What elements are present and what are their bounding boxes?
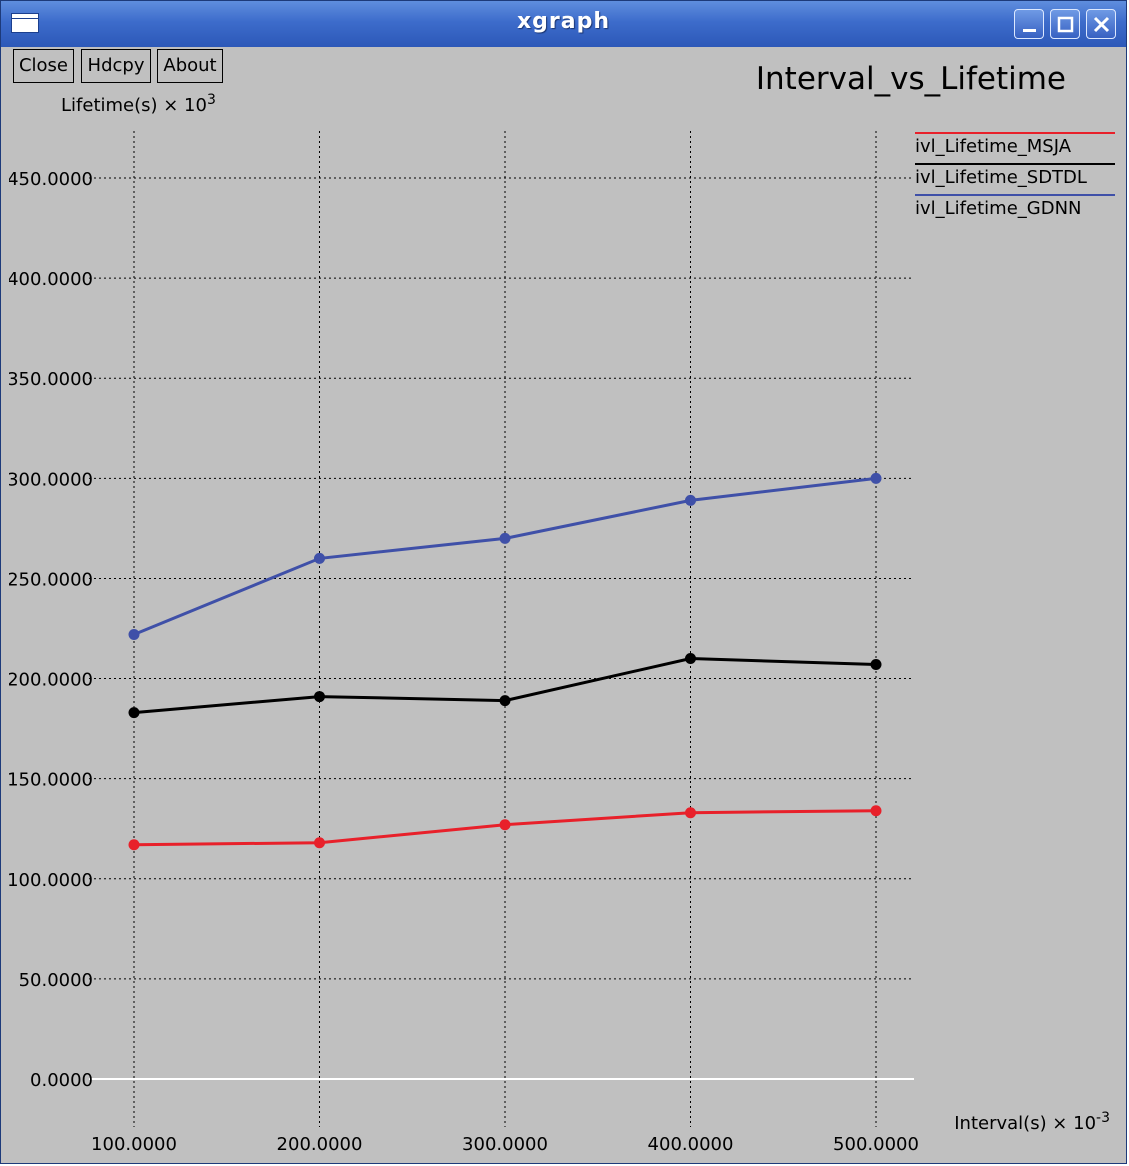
y-axis-label-exponent: 3 (207, 92, 216, 108)
y-tick-label: 400.0000 (9, 269, 93, 290)
y-tick-label: 350.0000 (9, 369, 93, 390)
x-tick-label: 400.0000 (648, 1134, 734, 1155)
window-menu-icon[interactable] (11, 13, 39, 33)
legend-label: ivl_Lifetime_GDNN (915, 198, 1082, 219)
x-tick-label: 100.0000 (91, 1134, 177, 1155)
hdcpy-button[interactable]: Hdcpy (81, 49, 151, 83)
data-point (685, 494, 696, 506)
graph-area: Close Hdcpy About Interval_vs_Lifetime L… (9, 47, 1120, 1159)
y-tick-label: 0.0000 (30, 1070, 93, 1091)
x-tick-label: 500.0000 (833, 1134, 919, 1155)
title-bar[interactable]: xgraph (1, 1, 1126, 47)
chart-title: Interval_vs_Lifetime (756, 61, 1066, 97)
y-tick-label: 50.0000 (19, 970, 93, 991)
data-point (499, 695, 511, 707)
close-icon[interactable] (1086, 9, 1116, 39)
data-point (128, 839, 140, 851)
data-point (314, 837, 325, 849)
about-button[interactable]: About (157, 49, 223, 83)
series-layer (128, 472, 882, 851)
x-tick-label: 300.0000 (462, 1134, 548, 1155)
window-title: xgraph (516, 9, 611, 34)
y-tick-label: 150.0000 (9, 770, 93, 791)
y-tick-label: 100.0000 (9, 870, 93, 891)
data-point (870, 659, 882, 671)
maximize-icon[interactable] (1050, 9, 1080, 39)
y-axis-label-text: Lifetime(s) × 10 (61, 95, 207, 116)
x-axis-label: Interval(s) × 10-3 (954, 1110, 1110, 1134)
x-axis-label-exponent: -3 (1096, 1110, 1110, 1126)
close-button[interactable]: Close (13, 49, 74, 83)
y-axis-label: Lifetime(s) × 103 (61, 92, 216, 116)
legend: ivl_Lifetime_MSJA ivl_Lifetime_SDTDL ivl_L… (915, 132, 1115, 219)
y-tick-label: 300.0000 (9, 469, 93, 490)
data-point (499, 819, 511, 831)
data-point (870, 472, 882, 484)
data-point (499, 532, 511, 544)
data-point (685, 807, 696, 819)
y-tick-label: 250.0000 (9, 569, 93, 590)
x-tick-label: 200.0000 (277, 1134, 363, 1155)
legend-label: ivl_Lifetime_MSJA (915, 136, 1072, 157)
data-point (685, 653, 696, 665)
grid: 0.0000 50.0000 100.0000 150.0000 200.0000 250… (9, 131, 919, 1155)
y-tick-label: 200.0000 (9, 670, 93, 691)
minimize-icon[interactable] (1014, 9, 1044, 39)
data-point (314, 552, 325, 564)
x-axis-label-text: Interval(s) × 10 (954, 1113, 1096, 1134)
data-point (314, 691, 325, 703)
data-point (128, 629, 140, 641)
data-point (128, 707, 140, 719)
legend-label: ivl_Lifetime_SDTDL (915, 167, 1087, 188)
data-point (870, 805, 882, 817)
line-chart: Interval_vs_Lifetime Lifetime(s) × 103 I… (9, 61, 1115, 1155)
y-tick-label: 450.0000 (9, 169, 93, 190)
